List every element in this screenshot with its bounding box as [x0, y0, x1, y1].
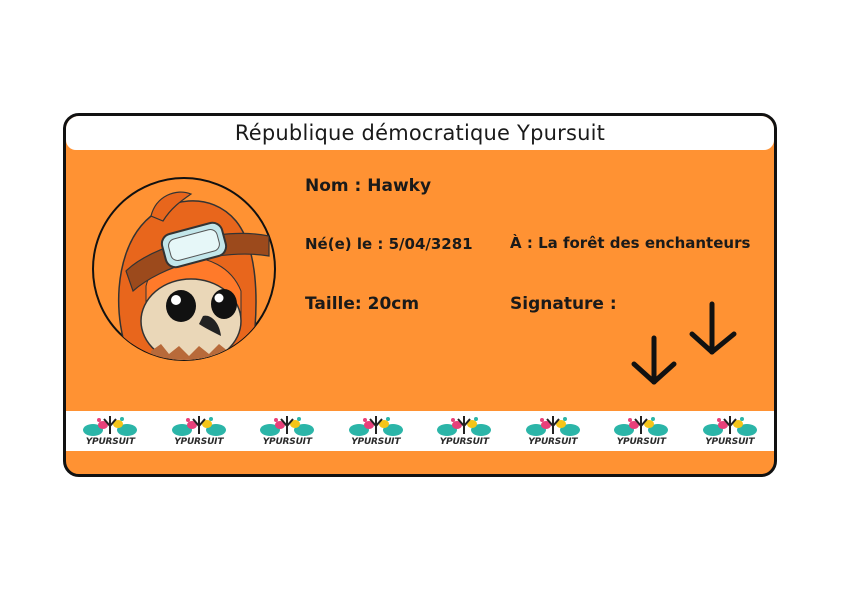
nom-label: Nom :	[305, 176, 368, 196]
ypursuit-logo-icon: YPURSUIT	[77, 414, 143, 448]
field-lieu: À : La forêt des enchanteurs	[510, 234, 750, 252]
bird-footprint-icon	[631, 301, 737, 385]
owl-aviator-portrait-icon	[92, 177, 276, 361]
logo-text: YPURSUIT	[351, 437, 401, 447]
ypursuit-logo-icon: YPURSUIT	[254, 414, 320, 448]
ypursuit-logo-icon: YPURSUIT	[431, 414, 497, 448]
card-header: République démocratique Ypursuit	[66, 116, 774, 150]
logo-text: YPURSUIT	[85, 437, 135, 447]
taille-value: 20cm	[367, 294, 420, 314]
field-taille: Taille: 20cm	[305, 294, 419, 314]
logo-text: YPURSUIT	[616, 437, 666, 447]
taille-label: Taille:	[305, 294, 368, 314]
field-naissance: Né(e) le : 5/04/3281	[305, 235, 473, 253]
logo-text: YPURSUIT	[528, 437, 578, 447]
logo-text: YPURSUIT	[439, 437, 489, 447]
a-value: La forêt des enchanteurs	[538, 234, 751, 252]
ypursuit-logo-icon: YPURSUIT	[166, 414, 232, 448]
logo-text: YPURSUIT	[262, 437, 312, 447]
ypursuit-banner: YPURSUIT YPURSUIT YPURSUIT YPURSUIT YPURSUIT…	[66, 411, 774, 451]
a-label: À :	[510, 234, 539, 252]
ne-label: Né(e) le :	[305, 235, 389, 253]
ypursuit-logo-icon: YPURSUIT	[343, 414, 409, 448]
field-signature: Signature :	[510, 294, 617, 314]
logo-text: YPURSUIT	[705, 437, 755, 447]
nom-value: Hawky	[367, 176, 432, 196]
ypursuit-logo-icon: YPURSUIT	[697, 414, 763, 448]
signature-label: Signature :	[510, 294, 617, 314]
field-nom: Nom : Hawky	[305, 176, 431, 196]
logo-text: YPURSUIT	[174, 437, 224, 447]
ne-value: 5/04/3281	[388, 235, 473, 253]
ypursuit-logo-icon: YPURSUIT	[520, 414, 586, 448]
id-card: République démocratique Ypursuit	[63, 113, 777, 477]
ypursuit-logo-icon: YPURSUIT	[608, 414, 674, 448]
card-title: République démocratique Ypursuit	[234, 121, 606, 145]
